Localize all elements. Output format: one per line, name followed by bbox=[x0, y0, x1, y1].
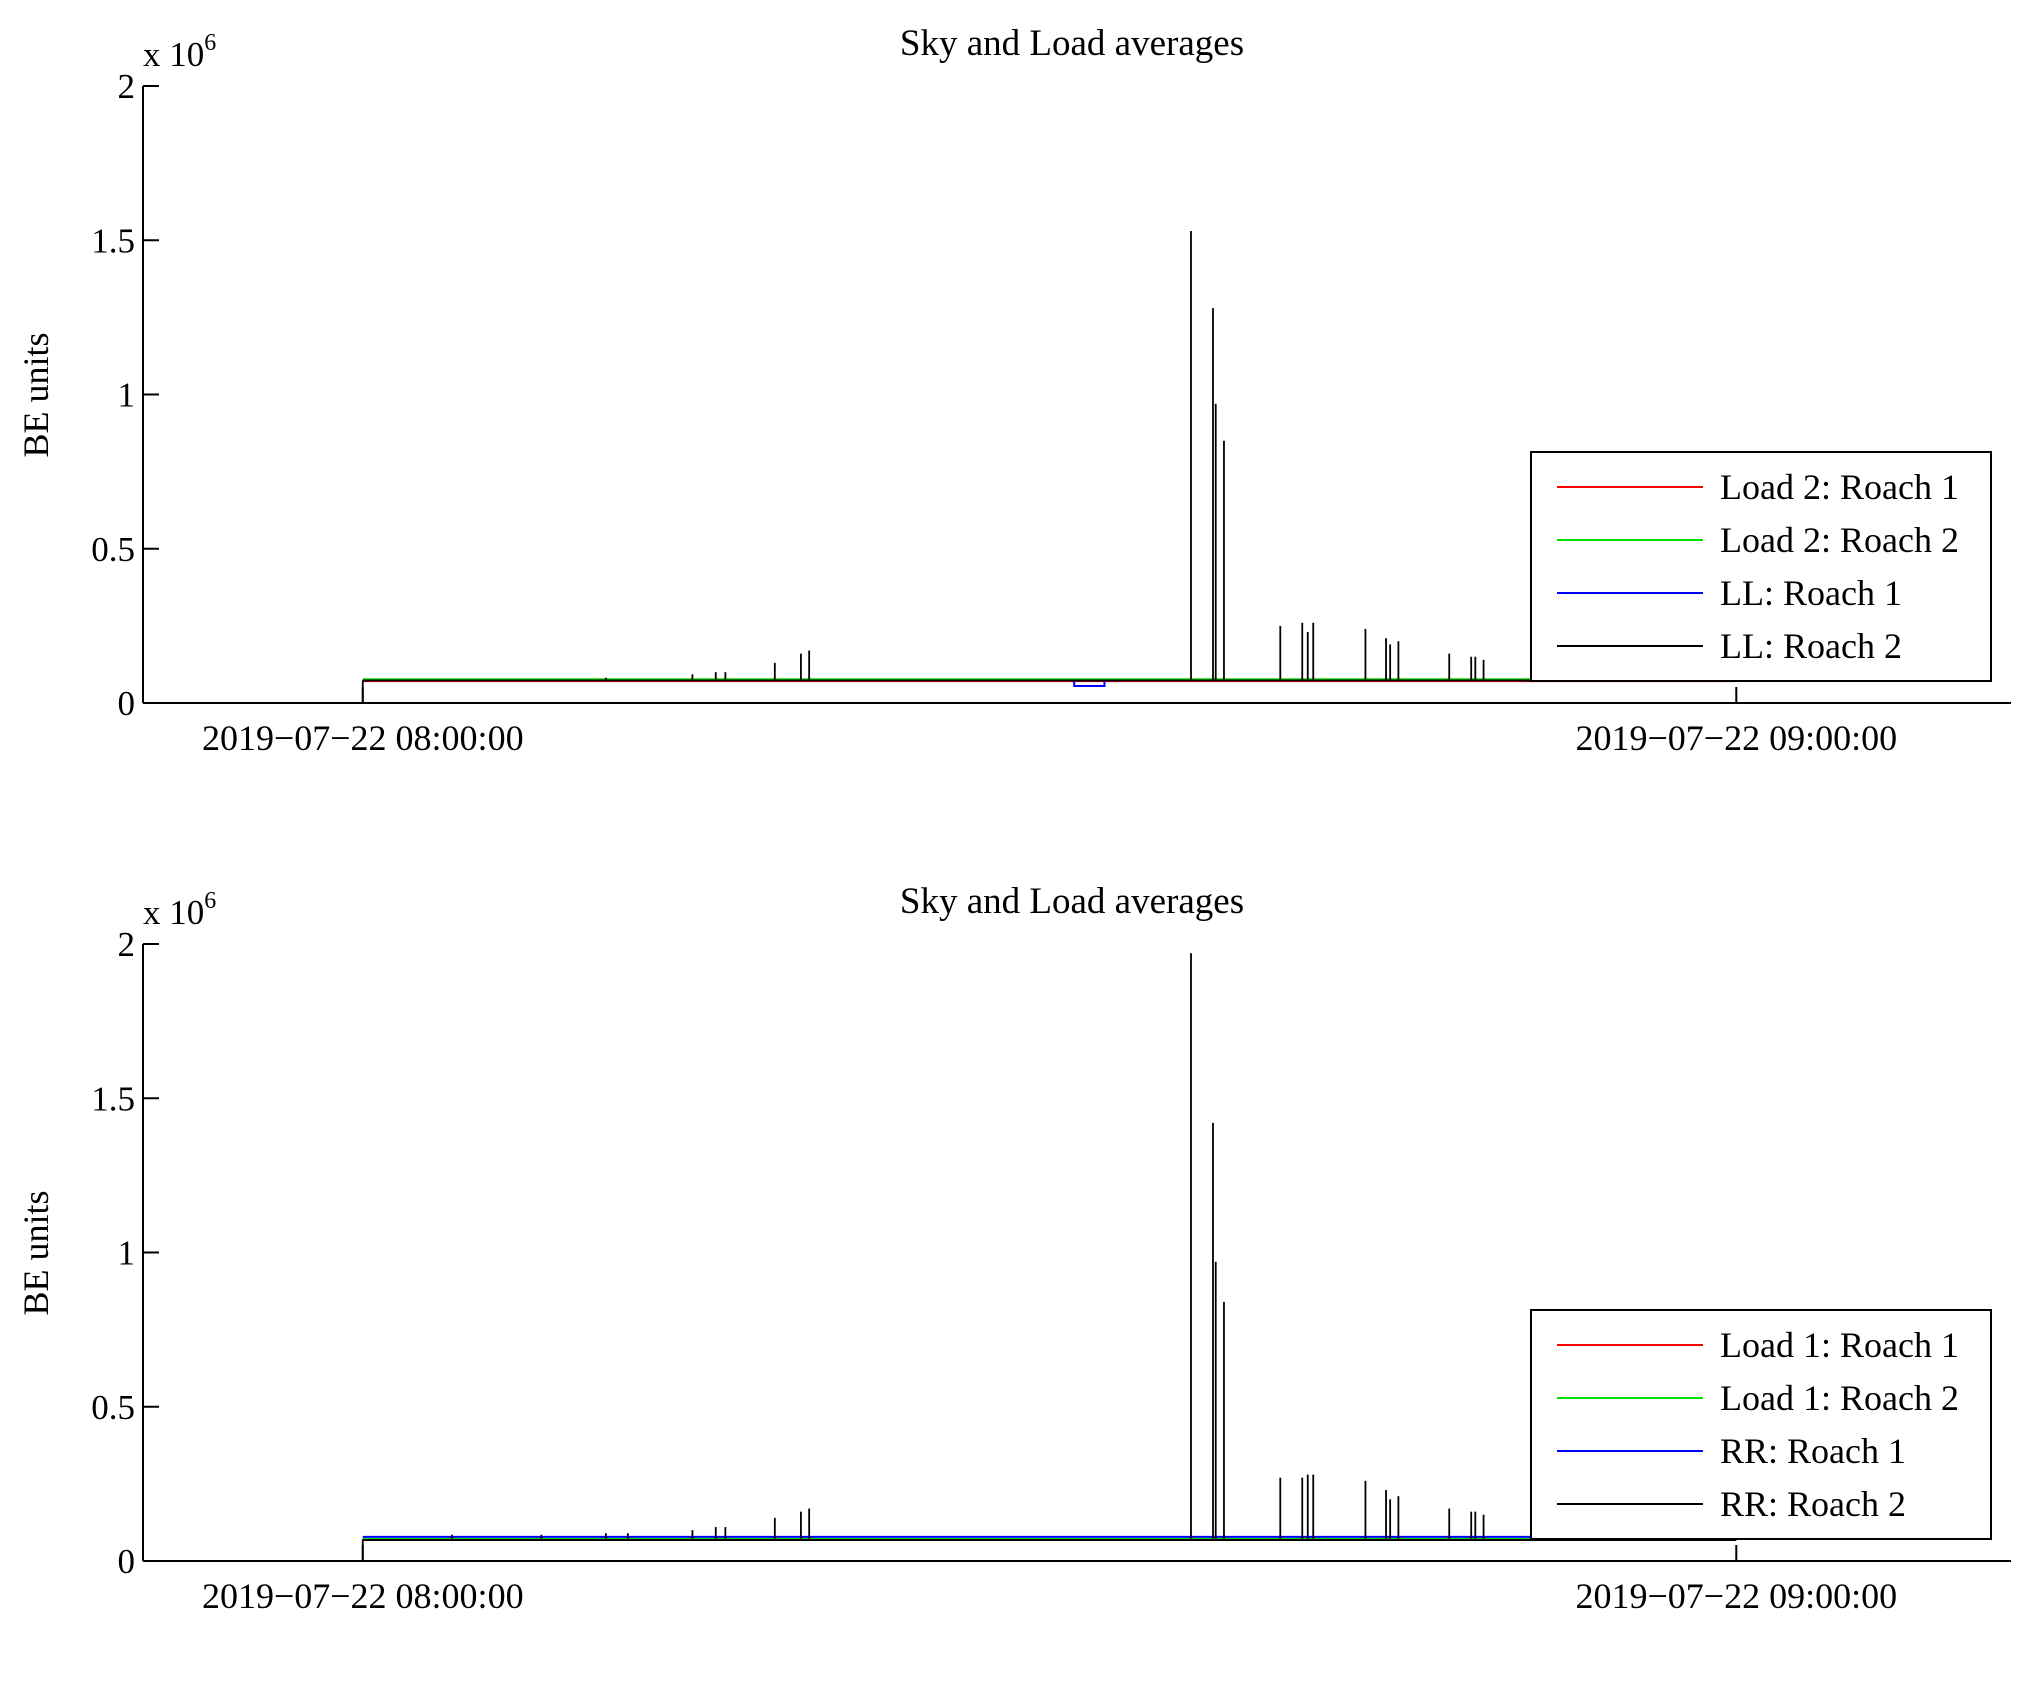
legend-label: LL: Roach 2 bbox=[1720, 626, 1902, 666]
y-tick-label: 1.5 bbox=[91, 1079, 135, 1118]
y-multiplier-exp-bottom: 6 bbox=[204, 888, 216, 914]
legend-label: Load 2: Roach 1 bbox=[1720, 467, 1959, 507]
legend-box bbox=[1530, 451, 1992, 682]
y-multiplier-bottom: x 106 bbox=[143, 888, 216, 932]
x-tick-label: 2019−07−22 08:00:00 bbox=[202, 718, 524, 758]
y-multiplier-top: x 106 bbox=[143, 30, 216, 74]
y-multiplier-base-top: x 10 bbox=[143, 35, 204, 74]
legend-label: Load 1: Roach 1 bbox=[1720, 1325, 1959, 1365]
y-tick-label: 0.5 bbox=[91, 1388, 135, 1427]
subplot-bottom: Sky and Load averages BE units x 106 0 0.… bbox=[16, 881, 2011, 1616]
y-axis-label-top: BE units bbox=[16, 332, 56, 457]
x-tick-label: 2019−07−22 08:00:00 bbox=[202, 1576, 524, 1616]
y-tick-label: 1 bbox=[118, 376, 136, 415]
legend-box bbox=[1530, 1309, 1992, 1540]
y-tick-label: 2 bbox=[118, 67, 136, 106]
y-axis-label-bottom: BE units bbox=[16, 1190, 56, 1315]
plot-area-top: 0 0.5 1 1.5 2 2019−07−22 08:00:00 2019−07−22 0… bbox=[91, 67, 2011, 758]
chart-title-top: Sky and Load averages bbox=[900, 23, 1244, 64]
chart-title-bottom: Sky and Load averages bbox=[900, 881, 1244, 922]
legend-bottom: Load 1: Roach 1 Load 1: Roach 2 RR: Roach … bbox=[1530, 1309, 1992, 1540]
legend-label: Load 1: Roach 2 bbox=[1720, 1378, 1959, 1418]
legend-label: LL: Roach 1 bbox=[1720, 573, 1902, 613]
y-multiplier-base-bottom: x 10 bbox=[143, 893, 204, 932]
y-tick-label: 0 bbox=[118, 684, 136, 723]
y-tick-label: 0.5 bbox=[91, 530, 135, 569]
y-tick-label: 2 bbox=[118, 925, 136, 964]
x-tick-label: 2019−07−22 09:00:00 bbox=[1575, 718, 1897, 758]
legend-label: RR: Roach 2 bbox=[1720, 1484, 1906, 1524]
y-multiplier-exp-top: 6 bbox=[204, 30, 216, 56]
x-tick-label: 2019−07−22 09:00:00 bbox=[1575, 1576, 1897, 1616]
plot-area-bottom: 0 0.5 1 1.5 2 2019−07−22 08:00:00 2019−07−22 0… bbox=[91, 925, 2011, 1616]
y-tick-label: 1.5 bbox=[91, 221, 135, 260]
legend-label: RR: Roach 1 bbox=[1720, 1431, 1906, 1471]
y-tick-label: 0 bbox=[118, 1542, 136, 1581]
subplot-top: Sky and Load averages BE units x 106 0 0.… bbox=[16, 23, 2011, 758]
legend-label: Load 2: Roach 2 bbox=[1720, 520, 1959, 560]
legend-top: Load 2: Roach 1 Load 2: Roach 2 LL: Roach … bbox=[1530, 451, 1992, 682]
y-tick-label: 1 bbox=[118, 1234, 136, 1273]
